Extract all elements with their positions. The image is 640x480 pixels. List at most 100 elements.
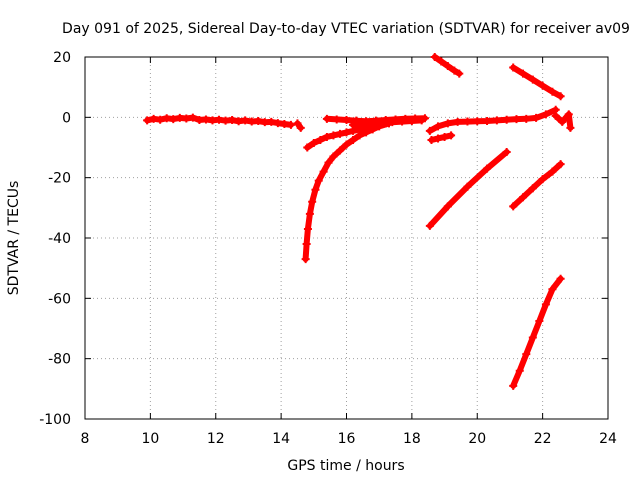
x-tick-label: 22 <box>534 431 552 447</box>
y-tick-label: 20 <box>53 50 71 66</box>
data-point <box>551 111 560 120</box>
data-point <box>335 129 344 138</box>
data-point <box>556 92 565 101</box>
data-point <box>434 122 443 131</box>
data-point <box>303 143 312 152</box>
data-point <box>522 114 531 123</box>
data-point <box>316 135 325 144</box>
data-point <box>528 75 537 84</box>
data-point <box>309 138 318 147</box>
data-point <box>443 119 452 128</box>
data-point <box>535 316 544 325</box>
series-trace-12 <box>510 275 564 389</box>
y-tick-label: -60 <box>48 291 71 307</box>
data-point <box>324 158 333 167</box>
y-tick-label: -80 <box>48 352 71 368</box>
data-point <box>425 221 434 230</box>
series-trace-13 <box>552 111 574 131</box>
data-point <box>308 197 317 206</box>
data-point <box>368 119 377 128</box>
data-point <box>434 134 443 143</box>
y-tick-label: -100 <box>39 412 71 428</box>
data-point <box>329 131 338 140</box>
data-point <box>319 167 328 176</box>
data-point <box>398 117 407 126</box>
data-point <box>532 113 541 122</box>
data-point <box>522 350 531 359</box>
data-point <box>541 300 550 309</box>
data-point <box>440 132 449 141</box>
data-point <box>548 167 557 176</box>
data-point <box>492 116 501 125</box>
data-point <box>286 120 295 129</box>
data-point <box>502 115 511 124</box>
x-axis-label: GPS time / hours <box>287 458 404 474</box>
data-point <box>305 209 314 218</box>
data-point <box>519 69 528 78</box>
data-point <box>228 116 237 125</box>
data-point <box>541 110 550 119</box>
data-point <box>447 131 456 140</box>
data-point <box>378 118 387 127</box>
y-axis-label: SDTVAR / TECUs <box>6 181 22 296</box>
data-points <box>143 53 575 390</box>
data-point <box>388 118 397 127</box>
data-point <box>509 381 518 390</box>
data-point <box>538 81 547 90</box>
data-point <box>512 115 521 124</box>
data-point <box>515 366 524 375</box>
data-point <box>169 115 178 124</box>
x-tick-label: 14 <box>272 431 290 447</box>
data-point <box>303 224 312 233</box>
y-tick-label: -40 <box>48 231 71 247</box>
data-point <box>528 184 537 193</box>
data-point <box>473 117 482 126</box>
data-point <box>342 116 351 125</box>
data-point <box>443 202 452 211</box>
data-point <box>528 333 537 342</box>
data-point <box>509 63 518 72</box>
data-point <box>358 119 367 128</box>
data-point <box>241 116 250 125</box>
data-point <box>519 193 528 202</box>
data-point <box>314 176 323 185</box>
data-point <box>455 69 464 78</box>
data-point <box>301 255 310 264</box>
data-point <box>302 240 311 249</box>
x-tick-label: 24 <box>599 431 617 447</box>
data-point <box>322 132 331 141</box>
x-tick-label: 10 <box>141 431 159 447</box>
series-trace-11 <box>510 161 564 210</box>
data-point <box>425 126 434 135</box>
x-tick-label: 16 <box>338 431 356 447</box>
data-point <box>502 148 511 157</box>
data-point <box>548 285 557 294</box>
data-point <box>296 123 305 132</box>
data-point <box>556 274 565 283</box>
data-point <box>566 123 575 132</box>
data-point <box>254 116 263 125</box>
data-point <box>407 116 416 125</box>
chart-title: Day 091 of 2025, Sidereal Day-to-day VTE… <box>62 21 630 37</box>
y-tick-label: 0 <box>62 110 71 126</box>
x-tick-label: 20 <box>468 431 486 447</box>
data-point <box>335 146 344 155</box>
data-point <box>143 116 152 125</box>
x-tick-label: 12 <box>207 431 225 447</box>
data-point <box>558 117 567 126</box>
axis-ticks: 8 10 12 14 16 18 20 22 24 20 0 -20 -40 -60 -80 -100 <box>39 50 617 447</box>
data-point <box>556 160 565 169</box>
data-point <box>156 115 165 124</box>
data-point <box>437 57 446 66</box>
data-point <box>293 119 302 128</box>
data-point <box>417 116 426 125</box>
data-point <box>463 182 472 191</box>
data-point <box>564 110 573 119</box>
data-point <box>349 120 358 129</box>
data-point <box>311 185 320 194</box>
data-point <box>427 135 436 144</box>
data-point <box>548 87 557 96</box>
data-point <box>538 175 547 184</box>
data-point <box>430 53 439 61</box>
